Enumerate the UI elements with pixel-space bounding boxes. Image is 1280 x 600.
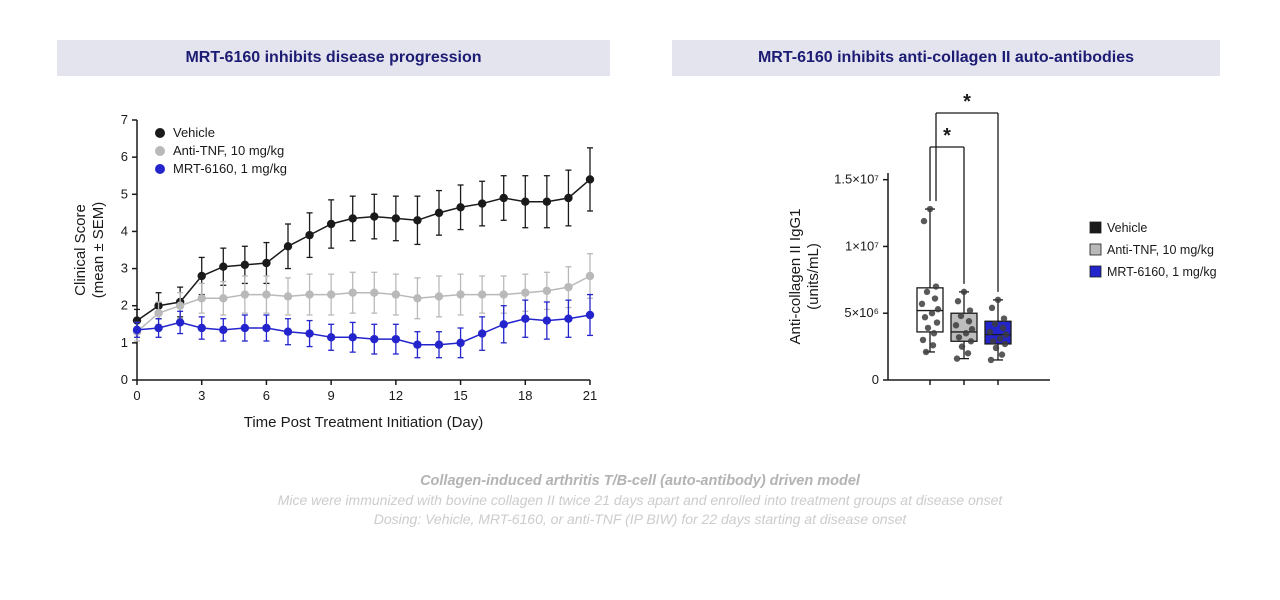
- box-chart-legend: Vehicle Anti-TNF, 10 mg/kg MRT-6160, 1 mg/…: [1089, 221, 1217, 279]
- significance-asterisk: *: [963, 91, 971, 113]
- significance-asterisk: *: [943, 125, 951, 147]
- significance-bracket: [935, 112, 999, 292]
- caption-model-title: Collagen-induced arthritis T/B-cell (aut…: [420, 473, 860, 489]
- legend-marker: [155, 128, 165, 138]
- y-tick-label: 1×10⁷: [845, 238, 879, 253]
- legend-label: Anti-TNF, 10 mg/kg: [173, 143, 284, 158]
- box-group-mrt-6160-1-mg-kg: [984, 296, 1012, 364]
- y-tick-label: 7: [121, 112, 128, 127]
- legend-marker: [155, 146, 165, 156]
- x-tick-label: 9: [328, 388, 335, 403]
- line-chart-legend: Vehicle Anti-TNF, 10 mg/kg MRT-6160, 1 mg/…: [155, 125, 287, 176]
- x-tick-label: 15: [453, 388, 467, 403]
- y-tick-label: 1.5×10⁷: [834, 172, 879, 187]
- caption-methods-line: Mice were immunized with bovine collagen…: [277, 492, 1003, 508]
- y-axis-label-line2: (units/mL): [805, 243, 822, 310]
- y-axis-label-line1: Clinical Score: [72, 204, 89, 296]
- y-tick-label: 3: [121, 261, 128, 276]
- y-tick-label: 0: [121, 372, 128, 387]
- y-tick-label: 4: [121, 223, 128, 238]
- significance-bracket: [929, 146, 965, 284]
- legend-swatch: [1089, 221, 1102, 234]
- legend-swatch: [1089, 265, 1102, 278]
- x-tick-label: 21: [583, 388, 597, 403]
- y-tick-label: 6: [121, 149, 128, 164]
- anti-collagen-box-plot: 0 5×10⁶ 1×10⁷ 1.5×10⁷ Anti-collagen II IgG1(…: [787, 91, 1217, 387]
- y-tick-label: 5: [121, 186, 128, 201]
- y-axis-label-line2: (mean ± SEM): [90, 202, 107, 299]
- right-panel-title: MRT-6160 inhibits anti-collagen II auto-…: [672, 40, 1220, 76]
- legend-label: Vehicle: [173, 125, 215, 140]
- legend-label: MRT-6160, 1 mg/kg: [1107, 265, 1217, 279]
- caption-dosing-line: Dosing: Vehicle, MRT-6160, or anti-TNF (…: [373, 511, 907, 527]
- legend-label: MRT-6160, 1 mg/kg: [173, 161, 287, 176]
- legend-label: Vehicle: [1107, 221, 1147, 235]
- legend-swatch: [1089, 243, 1102, 256]
- series-mrt-6160-1-mg-kg: [132, 293, 595, 359]
- x-tick-label: 0: [133, 388, 140, 403]
- box-group-anti-tnf-10-mg-kg: [950, 288, 978, 362]
- y-tick-label: 0: [872, 372, 879, 387]
- left-panel-title: MRT-6160 inhibits disease progression: [57, 40, 610, 76]
- axes: [883, 173, 1050, 385]
- axes: [132, 119, 591, 385]
- y-tick-label: 5×10⁶: [844, 305, 879, 320]
- y-tick-label: 1: [121, 335, 128, 350]
- box-group-vehicle: [916, 205, 944, 356]
- x-tick-label: 6: [263, 388, 270, 403]
- series-anti-tnf-10-mg-kg: [132, 253, 595, 342]
- y-axis-label-line1: Anti-collagen II IgG1: [787, 209, 804, 345]
- y-tick-label: 2: [121, 298, 128, 313]
- figure-caption: Collagen-induced arthritis T/B-cell (aut…: [0, 472, 1280, 529]
- legend-marker: [155, 164, 165, 174]
- x-tick-label: 18: [518, 388, 532, 403]
- legend-label: Anti-TNF, 10 mg/kg: [1107, 243, 1214, 257]
- x-tick-label: 3: [198, 388, 205, 403]
- x-tick-label: 12: [389, 388, 403, 403]
- x-axis-label: Time Post Treatment Initiation (Day): [244, 414, 484, 431]
